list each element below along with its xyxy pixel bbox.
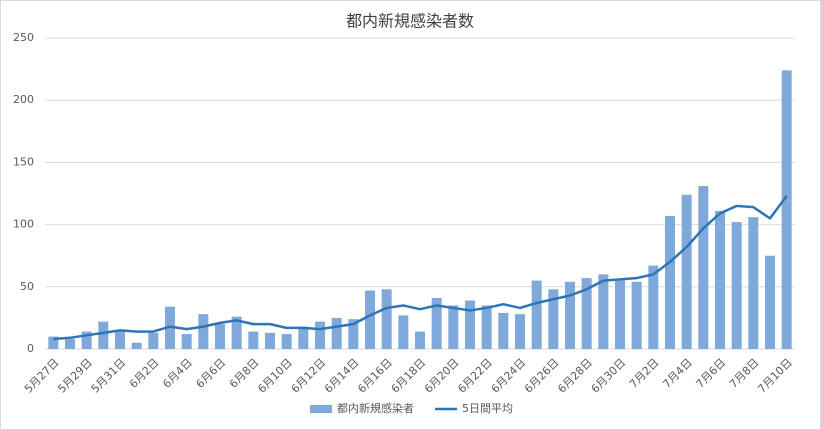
bar [498, 312, 509, 349]
bar [615, 280, 625, 349]
bar [65, 339, 75, 349]
y-tick-label: 50 [20, 280, 34, 293]
bar [248, 331, 259, 349]
bar [365, 290, 375, 349]
bar [465, 300, 475, 349]
legend-label: 都内新規感染者 [337, 401, 414, 415]
bar [281, 334, 292, 349]
bar [748, 217, 759, 349]
bar [648, 265, 659, 349]
bar [81, 331, 92, 349]
bar [598, 274, 609, 349]
y-tick-label: 250 [13, 31, 34, 44]
bar [781, 70, 792, 350]
bar [181, 334, 192, 349]
legend-swatch [310, 405, 332, 413]
bar [665, 215, 675, 349]
bar [198, 314, 209, 349]
y-tick-label: 200 [13, 93, 34, 106]
bar [381, 289, 392, 349]
bar [398, 315, 409, 349]
bar [431, 297, 442, 349]
bar [215, 324, 225, 349]
bar [631, 281, 642, 349]
legend-label: 5日間平均 [462, 402, 513, 415]
bar [298, 326, 309, 349]
line [53, 195, 788, 341]
bar [565, 281, 575, 349]
bar [231, 316, 242, 349]
bar [115, 331, 125, 349]
y-tick-label: 150 [13, 155, 34, 168]
bar [581, 278, 592, 349]
bar [348, 319, 359, 349]
bar [681, 194, 692, 349]
bar [765, 255, 775, 349]
bar [131, 342, 142, 349]
bar [148, 332, 159, 349]
y-tick-label: 0 [27, 342, 34, 355]
bar [315, 321, 325, 349]
bar [331, 317, 342, 349]
bar [515, 314, 525, 349]
bar [415, 331, 425, 349]
bar [731, 222, 742, 349]
bar [548, 289, 559, 349]
chart-title: 都内新規感染者数 [346, 12, 474, 31]
bar [531, 280, 542, 349]
bar [698, 186, 709, 349]
bar [715, 210, 725, 349]
bar [48, 336, 59, 349]
bar [448, 305, 459, 349]
bar [265, 332, 275, 349]
y-tick-label: 100 [13, 218, 34, 231]
bar [98, 321, 109, 349]
bar [481, 305, 492, 349]
